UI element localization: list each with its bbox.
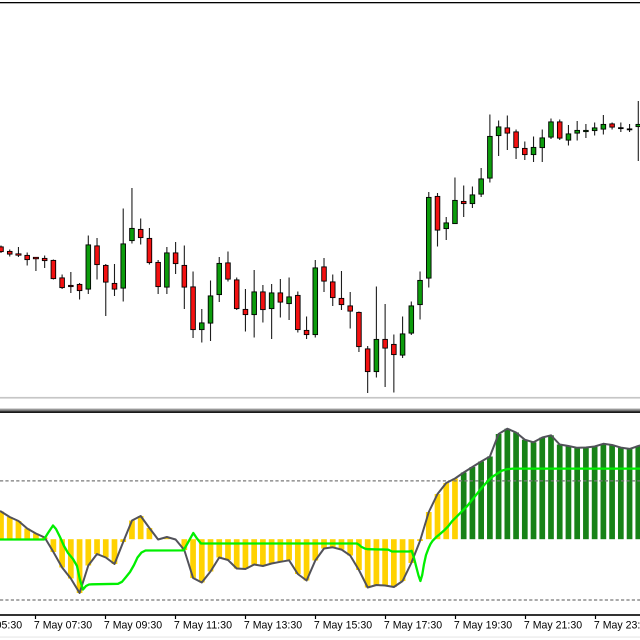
svg-text:7 May 13:30: 7 May 13:30 bbox=[244, 620, 302, 632]
svg-text:7 May 19:30: 7 May 19:30 bbox=[454, 620, 512, 632]
svg-text:7 May 17:30: 7 May 17:30 bbox=[384, 620, 442, 632]
svg-text:7 May 11:30: 7 May 11:30 bbox=[174, 620, 232, 632]
svg-text:7 May 21:30: 7 May 21:30 bbox=[524, 620, 582, 632]
svg-text:7 May 09:30: 7 May 09:30 bbox=[104, 620, 162, 632]
svg-text:7 May 05:30: 7 May 05:30 bbox=[0, 620, 22, 632]
svg-text:7 May 15:30: 7 May 15:30 bbox=[314, 620, 372, 632]
svg-text:7 May 07:30: 7 May 07:30 bbox=[34, 620, 92, 632]
svg-text:7 May 23:30: 7 May 23:30 bbox=[594, 620, 640, 632]
